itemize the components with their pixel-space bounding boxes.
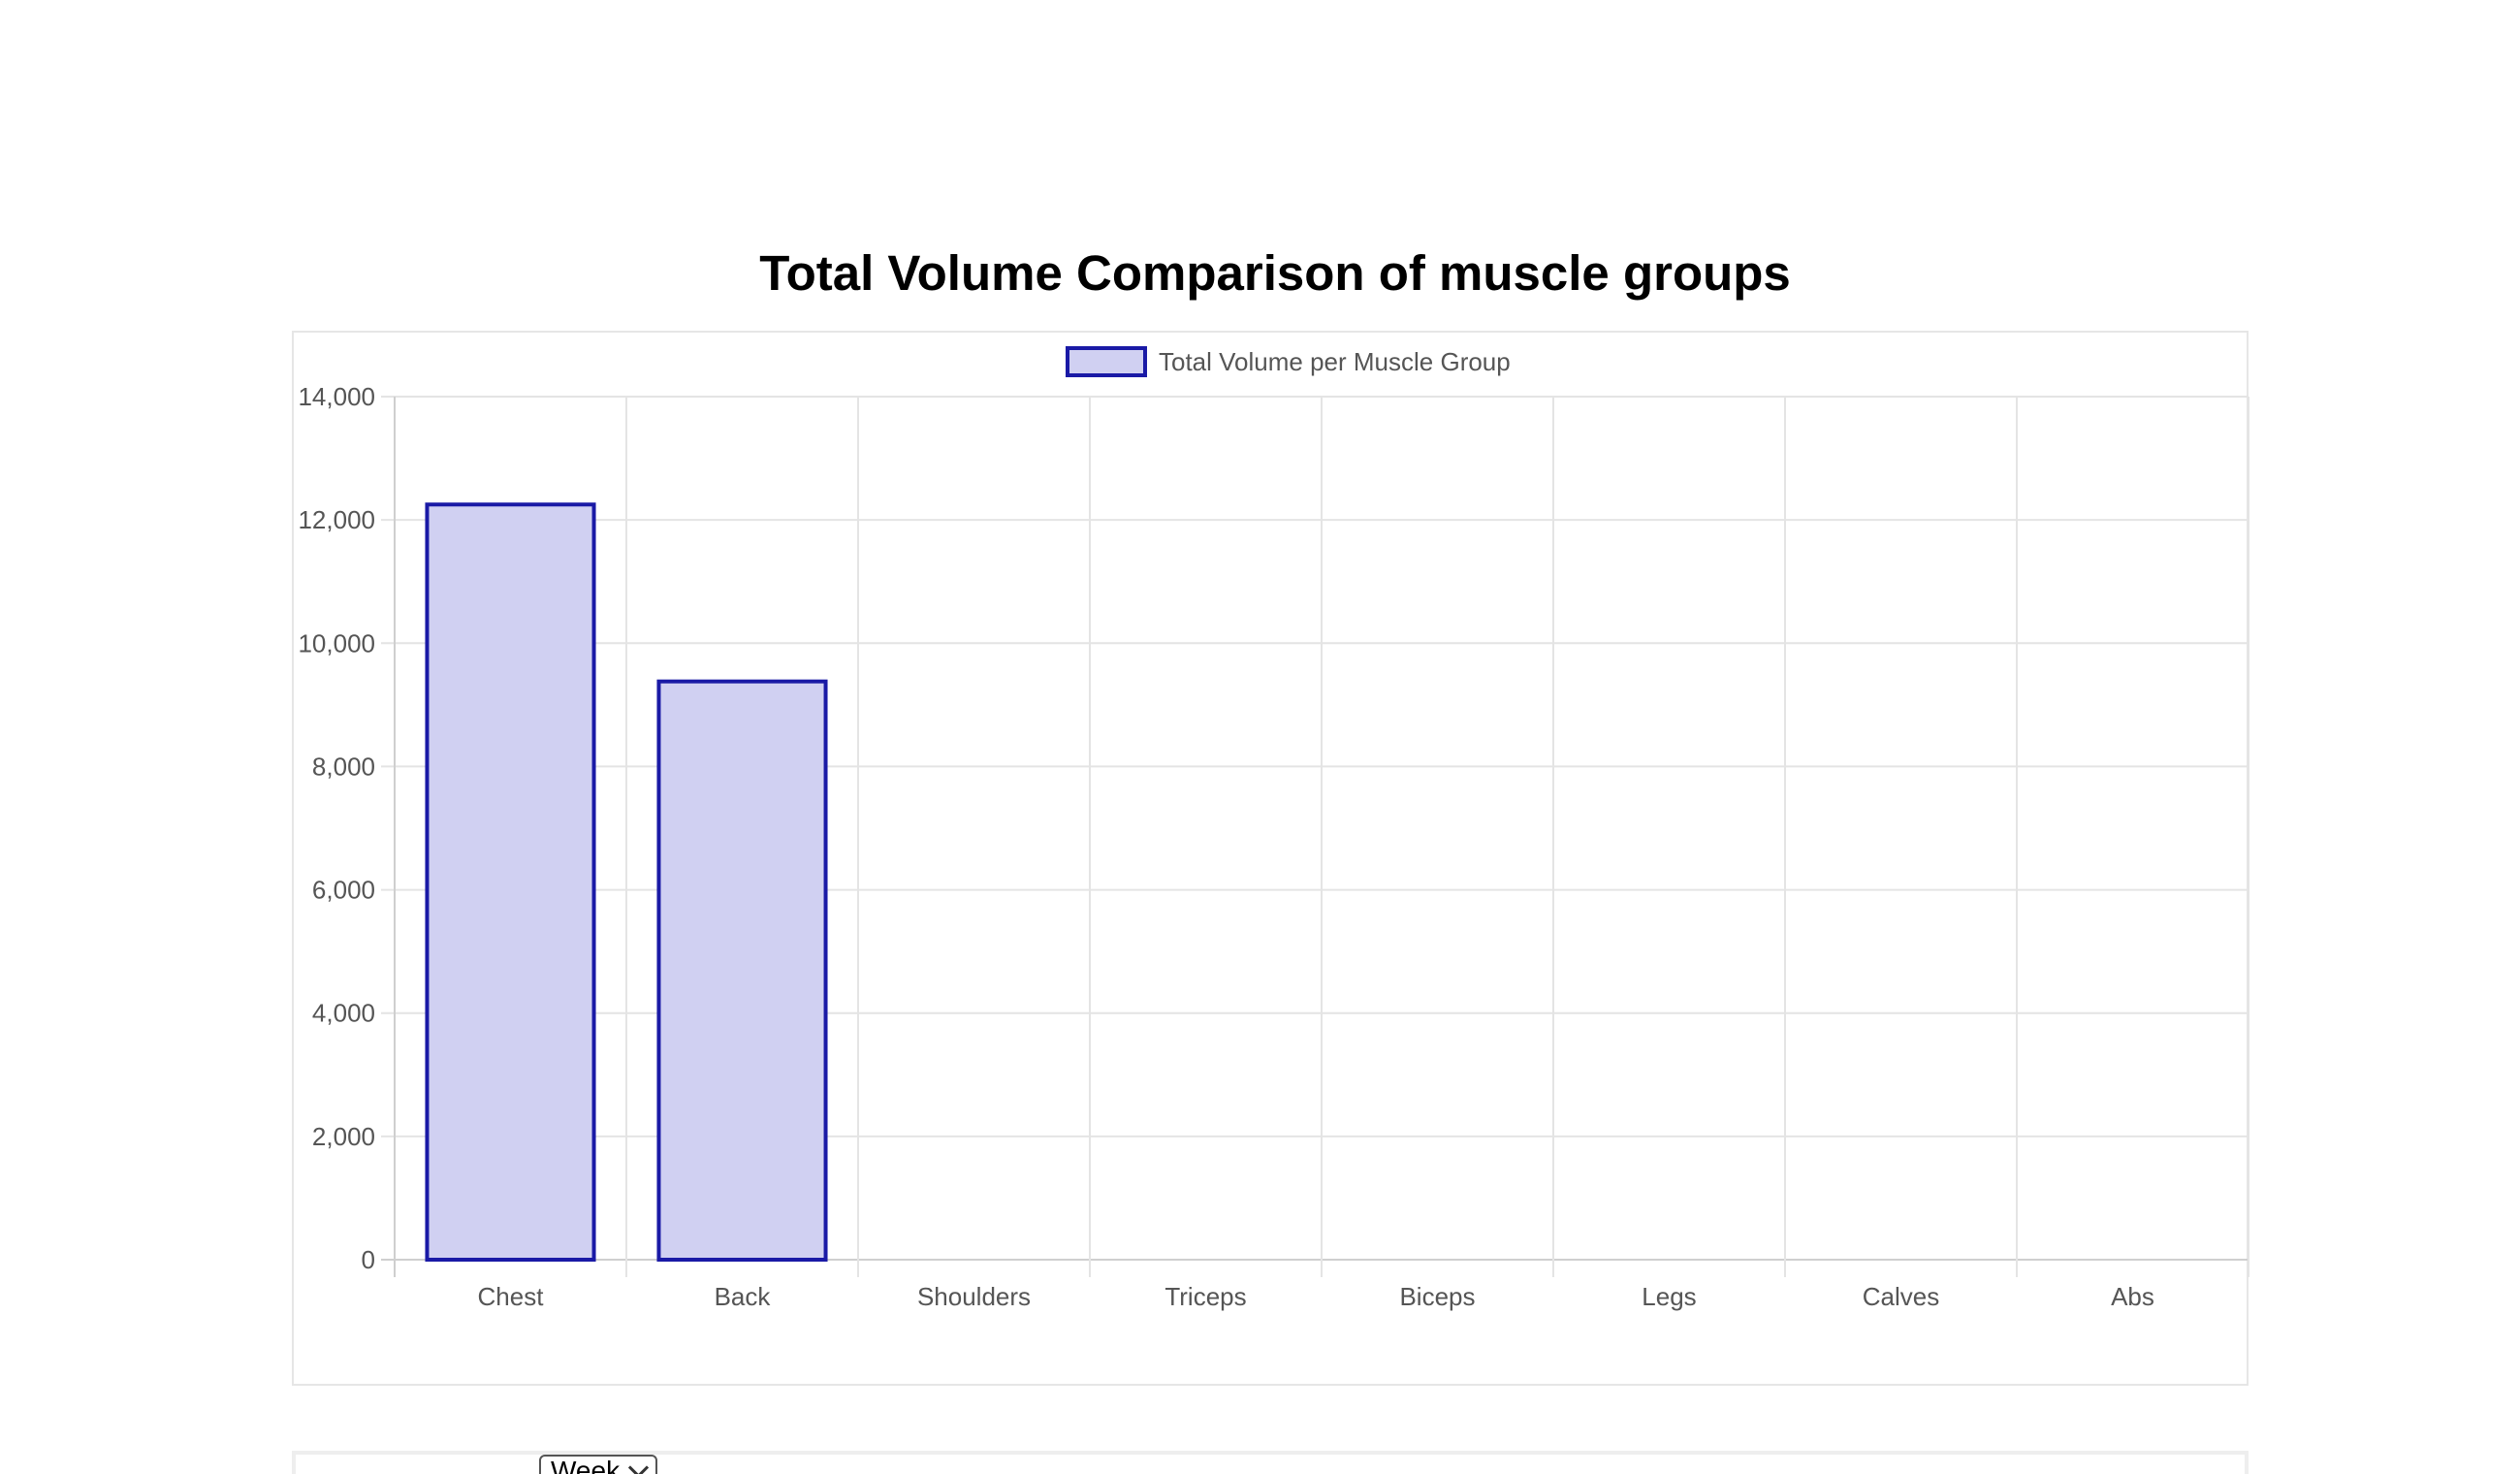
- page-title: Total Volume Comparison of muscle groups: [759, 245, 1791, 302]
- x-tick-label: Triceps: [1164, 1282, 1246, 1311]
- x-tick-label: Biceps: [1399, 1282, 1475, 1311]
- y-tick-label: 14,000: [298, 382, 375, 411]
- period-select[interactable]: Week: [539, 1455, 658, 1474]
- y-tick-label: 2,000: [312, 1122, 375, 1151]
- chart-card: 0 2,000 4,000 6,000 8,000 10,000 12,000 14,000 C…: [292, 331, 2249, 1386]
- x-tick-label: Abs: [2111, 1282, 2154, 1311]
- y-tick-label: 0: [362, 1245, 375, 1274]
- x-tick-label: Back: [715, 1282, 772, 1311]
- x-tick-label: Calves: [1863, 1282, 1939, 1311]
- chevron-down-icon: [627, 1457, 650, 1474]
- bar-chart: 0 2,000 4,000 6,000 8,000 10,000 12,000 14,000 C…: [298, 346, 2249, 1311]
- x-tick-label: Chest: [478, 1282, 545, 1311]
- x-tick-label: Legs: [1642, 1282, 1696, 1311]
- period-select-value: Week: [551, 1456, 621, 1474]
- y-tick-label: 8,000: [312, 752, 375, 781]
- legend-swatch[interactable]: [1066, 346, 1147, 377]
- y-tick-label: 12,000: [298, 505, 375, 534]
- y-tick-label: 10,000: [298, 628, 375, 657]
- x-tick-label: Shoulders: [917, 1282, 1031, 1311]
- bar-chest[interactable]: [425, 502, 596, 1262]
- y-tick-label: 6,000: [312, 876, 375, 905]
- legend-label[interactable]: Total Volume per Muscle Group: [1159, 347, 1511, 376]
- bar-back[interactable]: [656, 679, 828, 1262]
- y-tick-label: 4,000: [312, 999, 375, 1028]
